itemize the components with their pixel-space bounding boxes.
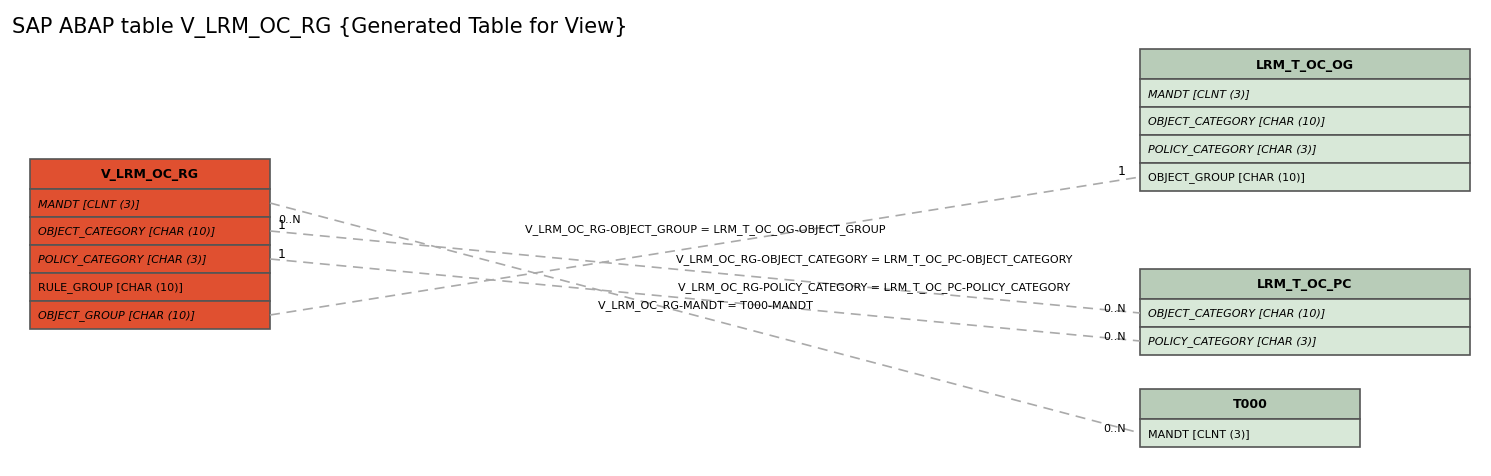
Text: POLICY_CATEGORY [CHAR (3)]: POLICY_CATEGORY [CHAR (3)] [1148, 144, 1317, 155]
Text: V_LRM_OC_RG-POLICY_CATEGORY = LRM_T_OC_PC-POLICY_CATEGORY: V_LRM_OC_RG-POLICY_CATEGORY = LRM_T_OC_P… [678, 281, 1071, 292]
Text: V_LRM_OC_RG-MANDT = T000-MANDT: V_LRM_OC_RG-MANDT = T000-MANDT [598, 299, 813, 310]
Bar [1141, 50, 1470, 80]
Text: MANDT [CLNT (3)]: MANDT [CLNT (3)] [1148, 428, 1249, 438]
Bar [1141, 419, 1360, 447]
Text: OBJECT_CATEGORY [CHAR (10)]: OBJECT_CATEGORY [CHAR (10)] [1148, 308, 1325, 319]
Text: POLICY_CATEGORY [CHAR (3)]: POLICY_CATEGORY [CHAR (3)] [1148, 336, 1317, 347]
Text: OBJECT_GROUP [CHAR (10)]: OBJECT_GROUP [CHAR (10)] [1148, 172, 1305, 183]
Bar [1141, 299, 1470, 327]
Text: 0..N: 0..N [1103, 303, 1126, 313]
Text: 0..N: 0..N [1103, 331, 1126, 341]
Text: OBJECT_GROUP [CHAR (10)]: OBJECT_GROUP [CHAR (10)] [37, 310, 195, 321]
Text: OBJECT_CATEGORY [CHAR (10)]: OBJECT_CATEGORY [CHAR (10)] [37, 226, 215, 237]
Bar [1141, 389, 1360, 419]
Text: RULE_GROUP [CHAR (10)]: RULE_GROUP [CHAR (10)] [37, 282, 183, 293]
Text: V_LRM_OC_RG-OBJECT_CATEGORY = LRM_T_OC_PC-OBJECT_CATEGORY: V_LRM_OC_RG-OBJECT_CATEGORY = LRM_T_OC_P… [675, 254, 1072, 265]
Text: OBJECT_CATEGORY [CHAR (10)]: OBJECT_CATEGORY [CHAR (10)] [1148, 116, 1325, 127]
Bar [30, 246, 270, 273]
Bar [30, 273, 270, 301]
Bar [1141, 80, 1470, 108]
Bar [30, 218, 270, 246]
Text: SAP ABAP table V_LRM_OC_RG {Generated Table for View}: SAP ABAP table V_LRM_OC_RG {Generated Ta… [12, 18, 628, 39]
Bar [30, 301, 270, 329]
Text: POLICY_CATEGORY [CHAR (3)]: POLICY_CATEGORY [CHAR (3)] [37, 254, 206, 265]
Bar [1141, 164, 1470, 192]
Text: 1: 1 [1118, 165, 1126, 178]
Bar [1141, 269, 1470, 299]
Bar [30, 189, 270, 218]
Text: V_LRM_OC_RG: V_LRM_OC_RG [101, 168, 198, 181]
Text: MANDT [CLNT (3)]: MANDT [CLNT (3)] [37, 198, 140, 208]
Text: 1: 1 [277, 247, 286, 260]
Bar [30, 159, 270, 189]
Text: V_LRM_OC_RG-OBJECT_GROUP = LRM_T_OC_OG-OBJECT_GROUP: V_LRM_OC_RG-OBJECT_GROUP = LRM_T_OC_OG-O… [525, 224, 886, 235]
Text: 0..N: 0..N [277, 215, 301, 225]
Bar [1141, 136, 1470, 164]
Text: LRM_T_OC_PC: LRM_T_OC_PC [1257, 278, 1352, 291]
Text: 0..N: 0..N [1103, 423, 1126, 433]
Text: T000: T000 [1233, 397, 1267, 411]
Bar [1141, 327, 1470, 355]
Bar [1141, 108, 1470, 136]
Text: LRM_T_OC_OG: LRM_T_OC_OG [1255, 59, 1354, 71]
Text: MANDT [CLNT (3)]: MANDT [CLNT (3)] [1148, 89, 1249, 99]
Text: 1: 1 [277, 219, 286, 232]
